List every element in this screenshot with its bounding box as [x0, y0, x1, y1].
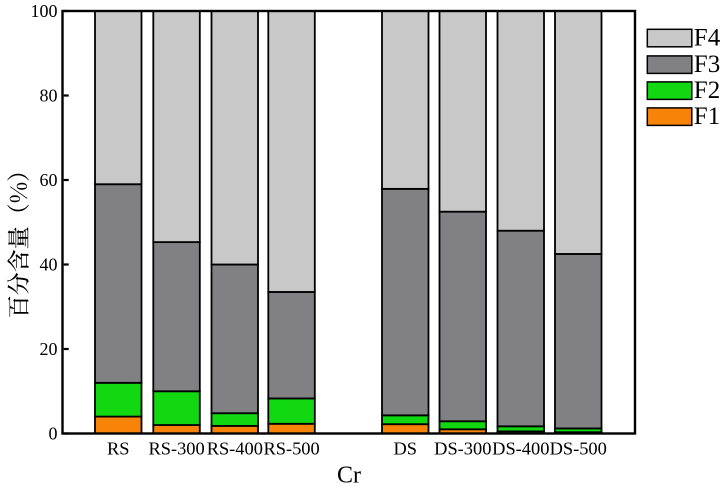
svg-text:Cr: Cr — [337, 463, 361, 486]
svg-text:RS-500: RS-500 — [263, 439, 319, 459]
svg-text:F3: F3 — [694, 51, 720, 78]
svg-text:40: 40 — [40, 255, 58, 275]
svg-text:RS-400: RS-400 — [207, 439, 263, 459]
svg-text:RS-300: RS-300 — [148, 439, 204, 459]
svg-text:F2: F2 — [694, 77, 720, 104]
svg-text:60: 60 — [40, 170, 58, 190]
svg-text:80: 80 — [40, 86, 58, 106]
svg-text:DS-500: DS-500 — [550, 439, 607, 459]
svg-text:DS-400: DS-400 — [492, 439, 549, 459]
svg-text:20: 20 — [40, 339, 58, 359]
svg-text:DS: DS — [393, 439, 417, 459]
svg-text:F4: F4 — [694, 25, 721, 52]
svg-text:DS-300: DS-300 — [434, 439, 491, 459]
svg-text:0: 0 — [49, 424, 58, 444]
svg-text:100: 100 — [31, 1, 58, 21]
svg-text:F1: F1 — [694, 103, 720, 130]
svg-text:RS: RS — [107, 439, 130, 459]
